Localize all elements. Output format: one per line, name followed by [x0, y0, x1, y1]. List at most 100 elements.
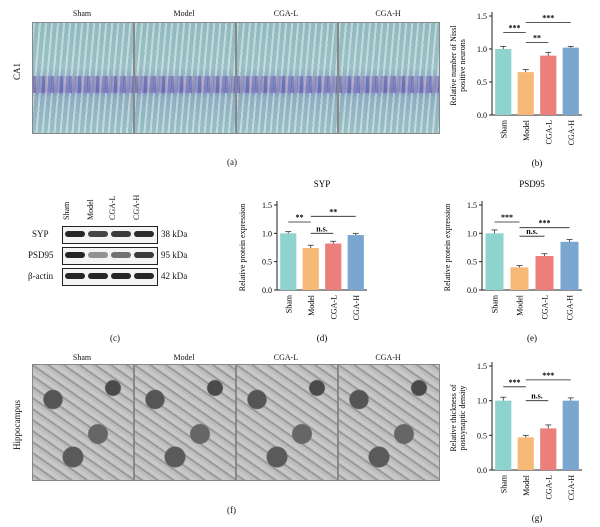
f-col-label-model: Model — [173, 353, 195, 362]
f-col-label-cgal: CGA-L — [273, 353, 299, 362]
chart-d-sig-label-0: ** — [296, 213, 304, 222]
ca1-image-sham — [32, 22, 134, 134]
chart-e-ytick-label-0: 0.0 — [467, 286, 477, 295]
chart-e-xtick-label-1: Model — [516, 294, 525, 316]
chart-e-sig-label-1: n.s. — [526, 227, 538, 236]
chart-d-ytick-label-2: 1.0 — [262, 229, 272, 238]
chart-g-xtick-label-0: Sham — [499, 474, 508, 493]
chart-b-ytick-label-0: 0.0 — [477, 111, 487, 120]
chart-d-xtick-label-3: CGA-H — [352, 295, 361, 321]
c-col-label-model: Model — [86, 199, 95, 220]
chart-e: PSD95 Relative protein expression 0.0 0.5 1.… — [443, 179, 582, 343]
chart-b-ylabel: Relative number of Nisslpositive neurons — [449, 25, 467, 106]
chart-d-sig-label-2: ** — [329, 207, 337, 216]
chart-d-sig-label-1: n.s. — [316, 224, 328, 233]
chart-d-ytick-label-1: 0.5 — [262, 258, 272, 267]
wb-band-0-2 — [111, 231, 131, 237]
chart-e-ylabel: Relative protein expression — [443, 204, 452, 292]
chart-g-bar-2 — [540, 428, 557, 470]
ca1-image-model — [134, 22, 236, 134]
wb-band-2-2 — [111, 273, 131, 279]
chart-e-title: PSD95 — [519, 179, 545, 189]
chart-g-bar-0 — [495, 400, 512, 470]
chart-e-ytick-label-1: 0.5 — [467, 258, 477, 267]
chart-e-sig-label-0: *** — [501, 213, 513, 222]
c-col-label-cgah: CGA-H — [132, 194, 141, 220]
chart-g-xtick-label-3: CGA-H — [567, 475, 576, 501]
chart-e-bar-0 — [485, 233, 504, 290]
wb-band-1-2 — [111, 252, 131, 258]
wb-label-syp: SYP — [32, 229, 49, 239]
wb-kda-actin: 42 kDa — [161, 271, 188, 281]
a-col-label-cgal: CGA-L — [273, 9, 299, 18]
chart-b-bar-1 — [517, 72, 534, 115]
chart-e-bar-1 — [510, 267, 529, 290]
panel-letter-c: (c) — [110, 333, 120, 343]
chart-e-ytick-label-2: 1.0 — [467, 229, 477, 238]
panel-letter-f: (f) — [227, 505, 236, 515]
wb-band-1-1 — [88, 252, 108, 258]
wb-band-0-1 — [88, 231, 108, 237]
chart-g-ytick-label-2: 1.0 — [477, 397, 487, 406]
wb-label-actin: β-actin — [28, 271, 54, 281]
wb-label-psd95: PSD95 — [28, 250, 54, 260]
chart-e-letter: (e) — [527, 333, 537, 343]
chart-d-bar-1 — [302, 248, 319, 290]
chart-b-xtick-label-3: CGA-H — [567, 120, 576, 146]
wb-band-2-3 — [134, 273, 154, 279]
a-col-label-sham: Sham — [72, 9, 92, 18]
chart-d-title: SYP — [314, 179, 331, 189]
chart-e-bar-3 — [560, 241, 579, 290]
ca1-image-cgah — [338, 22, 440, 134]
wb-strip-actin — [62, 268, 158, 286]
chart-d-ytick-label-0: 0.0 — [262, 286, 272, 295]
em-image-sham — [32, 364, 134, 481]
panel-letter-a: (a) — [227, 157, 237, 167]
a-col-label-model: Model — [173, 9, 195, 18]
chart-b-sig-label-2: *** — [542, 14, 554, 23]
chart-g-sig-label-1: n.s. — [531, 392, 543, 401]
chart-g-ytick-label-0: 0.0 — [477, 466, 487, 475]
c-col-label-sham: Sham — [62, 201, 71, 220]
chart-b-sig-label-1: ** — [533, 33, 541, 42]
chart-g-bar-1 — [517, 437, 534, 470]
wb-band-1-3 — [134, 252, 154, 258]
wb-band-2-0 — [65, 273, 85, 279]
chart-g-xtick-label-1: Model — [522, 474, 531, 496]
c-col-label-cgal: CGA-L — [108, 195, 117, 220]
chart-g: Relative thickness ofpostsynaptic densit… — [449, 362, 582, 523]
chart-b-sig-label-0: *** — [509, 24, 521, 33]
chart-e-ytick-label-3: 1.5 — [467, 201, 477, 210]
chart-e-xtick-label-3: CGA-H — [566, 295, 575, 321]
chart-g-sig-label-2: *** — [542, 371, 554, 380]
chart-d-ylabel: Relative protein expression — [238, 204, 247, 292]
chart-b-ytick-label-3: 1.5 — [477, 12, 487, 21]
chart-b-bar-2 — [540, 55, 557, 115]
chart-g-letter: (g) — [532, 513, 543, 523]
chart-g-ylabel: Relative thickness ofpostsynaptic densit… — [449, 384, 467, 451]
chart-b-xtick-label-0: Sham — [499, 119, 508, 138]
wb-band-0-0 — [65, 231, 85, 237]
chart-b: Relative number of Nisslpositive neurons… — [449, 12, 582, 168]
chart-d-xtick-label-2: CGA-L — [329, 295, 338, 320]
wb-kda-psd95: 95 kDa — [161, 250, 188, 260]
em-image-cgah — [338, 364, 440, 481]
chart-b-bar-3 — [562, 47, 579, 115]
wb-band-1-0 — [65, 252, 85, 258]
chart-g-xtick-label-2: CGA-L — [544, 475, 553, 500]
chart-b-xtick-label-1: Model — [522, 119, 531, 141]
chart-d-ytick-label-3: 1.5 — [262, 201, 272, 210]
chart-d-bar-2 — [325, 243, 342, 290]
chart-g-ytick-label-3: 1.5 — [477, 362, 487, 371]
chart-g-ytick-label-1: 0.5 — [477, 431, 487, 440]
chart-d: SYP Relative protein expression 0.0 0.5 1.0 1… — [238, 179, 367, 343]
chart-e-xtick-label-2: CGA-L — [541, 295, 550, 320]
wb-strip-psd95 — [62, 247, 158, 265]
f-col-label-cgah: CGA-H — [375, 353, 401, 362]
chart-e-xtick-label-0: Sham — [491, 294, 500, 313]
chart-d-xtick-label-1: Model — [307, 294, 316, 316]
hippocampus-row-label: Hippocampus — [12, 400, 22, 450]
chart-g-sig-label-0: *** — [509, 378, 521, 387]
chart-d-bar-0 — [280, 233, 297, 290]
a-col-label-cgah: CGA-H — [375, 9, 401, 18]
